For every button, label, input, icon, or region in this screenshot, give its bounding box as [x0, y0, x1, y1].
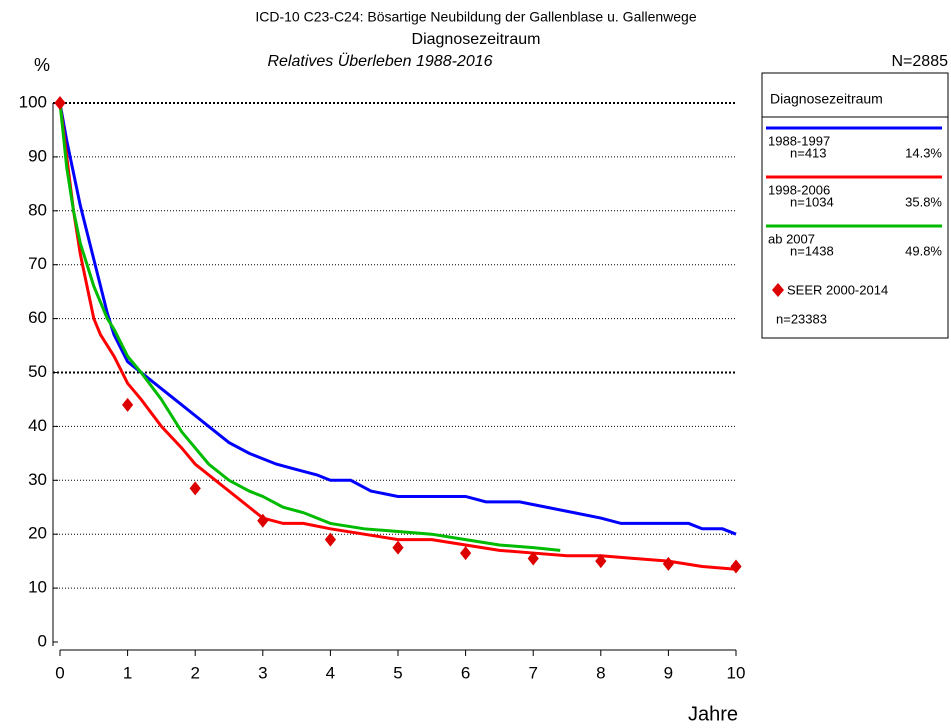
y-tick-label: 100	[19, 92, 47, 111]
legend-label: SEER 2000-2014	[787, 282, 888, 297]
chart-title: ICD-10 C23-C24: Bösartige Neubildung der…	[255, 9, 696, 25]
y-tick-label: 60	[28, 308, 47, 327]
x-tick-label: 5	[393, 663, 402, 682]
seer-point	[392, 540, 404, 555]
x-tick-label: 4	[326, 663, 335, 682]
total-count: N=2885	[892, 53, 949, 70]
legend-share: 49.8%	[905, 243, 942, 258]
y-tick-label: 30	[28, 470, 47, 489]
seer-point	[54, 96, 66, 110]
chart-subtitle: Diagnosezeitraum	[412, 31, 541, 48]
x-tick-label: 2	[190, 663, 199, 682]
legend-label: 1988-1997	[768, 133, 830, 148]
x-tick-label: 10	[727, 663, 746, 682]
y-tick-label: 0	[38, 631, 47, 650]
seer-point	[730, 559, 742, 574]
legend-title: Diagnosezeitraum	[770, 91, 883, 107]
survival-line	[58, 102, 561, 552]
legend-label: ab 2007	[768, 231, 815, 246]
chart-subtitle: Relatives Überleben 1988-2016	[267, 52, 492, 70]
seer-point	[527, 551, 539, 566]
y-tick-label: 90	[28, 146, 47, 165]
x-tick-label: 6	[461, 663, 470, 682]
y-tick-label: 20	[28, 524, 47, 543]
x-tick-label: 7	[528, 663, 537, 682]
seer-point	[460, 546, 472, 561]
legend-marker	[772, 283, 784, 297]
legend-count: n=1438	[790, 243, 834, 258]
x-tick-label: 3	[258, 663, 267, 682]
x-tick-label: 0	[55, 663, 64, 682]
x-axis-label: Jahre	[688, 703, 738, 725]
legend-label: 1998-2006	[768, 182, 830, 197]
survival-line	[58, 102, 737, 571]
y-tick-label: 70	[28, 254, 47, 273]
x-tick-label: 9	[664, 663, 673, 682]
seer-point	[324, 532, 336, 547]
legend-share: 35.8%	[905, 194, 942, 209]
y-tick-label: 10	[28, 578, 47, 597]
legend-count: n=413	[790, 145, 827, 160]
y-tick-label: 50	[28, 362, 47, 381]
y-axis-label: %	[34, 55, 50, 75]
survival-line	[58, 102, 737, 536]
y-tick-label: 80	[28, 200, 47, 219]
legend-count: n=23383	[776, 311, 827, 326]
seer-point	[257, 513, 269, 528]
legend-share: 14.3%	[905, 145, 942, 160]
x-tick-label: 1	[123, 663, 132, 682]
seer-point	[662, 556, 674, 571]
legend-count: n=1034	[790, 194, 834, 209]
y-tick-label: 40	[28, 416, 47, 435]
x-tick-label: 8	[596, 663, 605, 682]
seer-point	[189, 481, 201, 496]
seer-point	[122, 397, 134, 412]
seer-point	[595, 554, 607, 569]
